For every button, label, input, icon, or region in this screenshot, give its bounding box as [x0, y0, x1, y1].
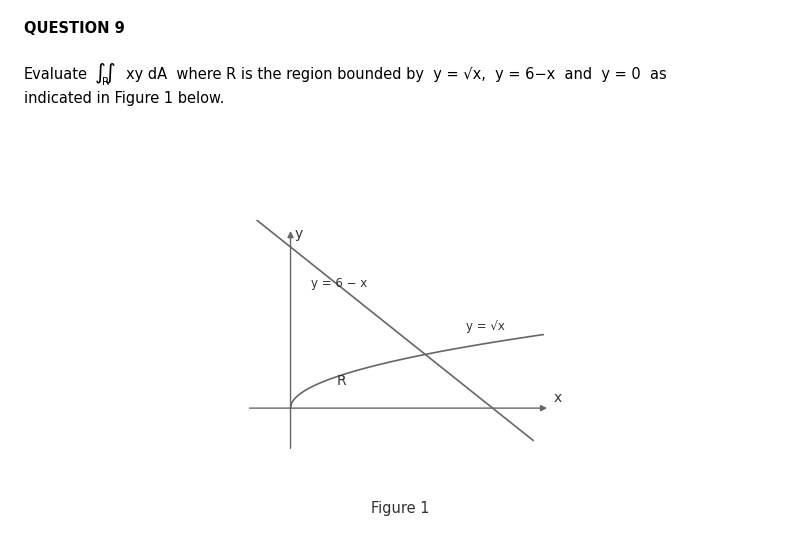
- Text: y = 6 − x: y = 6 − x: [310, 277, 367, 290]
- Text: x: x: [554, 391, 562, 405]
- Text: y = √x: y = √x: [466, 320, 505, 333]
- Text: Evaluate: Evaluate: [24, 67, 88, 82]
- Text: Figure 1: Figure 1: [370, 500, 430, 516]
- Text: R: R: [102, 77, 109, 88]
- Text: indicated in Figure 1 below.: indicated in Figure 1 below.: [24, 91, 224, 106]
- Text: QUESTION 9: QUESTION 9: [24, 21, 125, 37]
- Text: xy dA  where R is the region bounded by  y = √x,  y = 6−x  and  y = 0  as: xy dA where R is the region bounded by y…: [126, 67, 667, 82]
- Text: ∫∫: ∫∫: [94, 63, 116, 83]
- Text: R: R: [336, 374, 346, 388]
- Text: y: y: [294, 227, 303, 241]
